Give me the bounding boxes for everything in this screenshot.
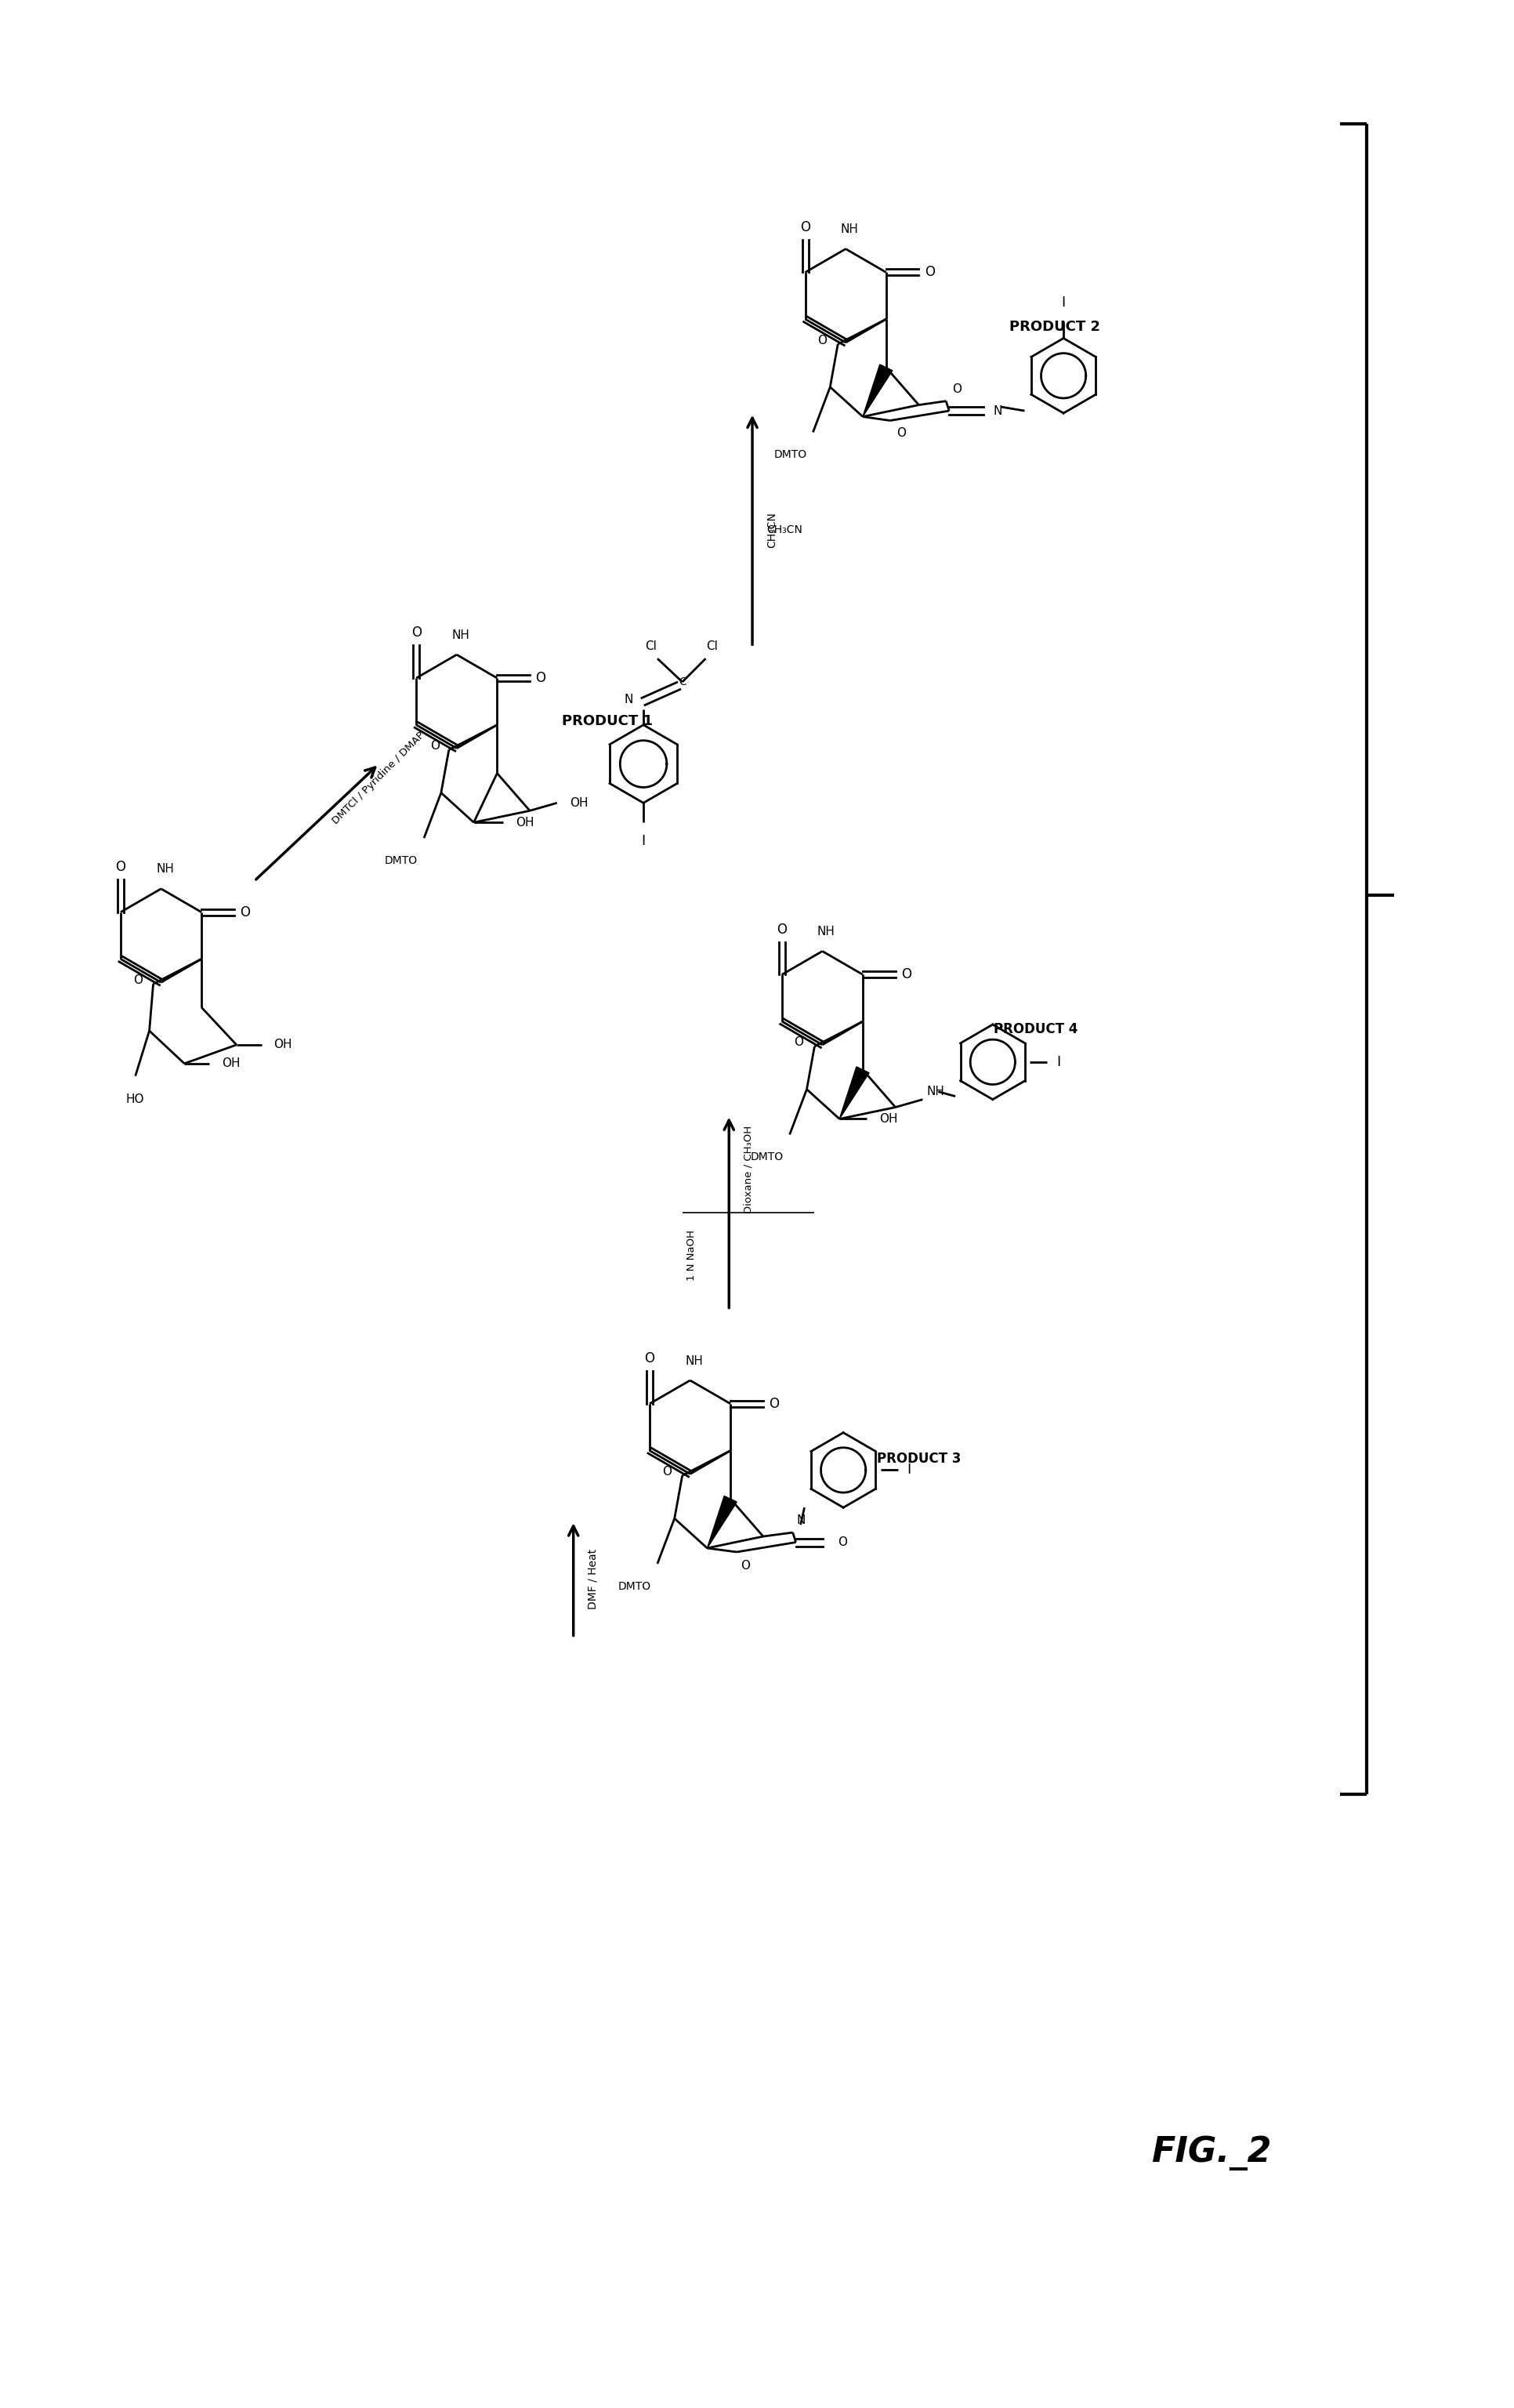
Text: O: O — [115, 860, 126, 874]
Text: DMF / Heat: DMF / Heat — [587, 1548, 598, 1609]
Text: O: O — [536, 672, 545, 686]
Text: O: O — [740, 1560, 749, 1572]
Text: DMTO: DMTO — [751, 1151, 783, 1163]
Text: O: O — [239, 905, 250, 920]
Text: O: O — [925, 265, 934, 279]
Text: OH: OH — [569, 797, 587, 809]
Text: I: I — [1057, 1055, 1061, 1069]
Text: O: O — [801, 219, 810, 234]
Text: C: C — [678, 677, 686, 686]
Text: NH: NH — [840, 224, 858, 236]
Text: Cl: Cl — [706, 641, 718, 653]
Text: DMTO: DMTO — [774, 450, 807, 460]
Text: O: O — [837, 1536, 848, 1548]
Text: N: N — [796, 1515, 805, 1527]
Text: OH: OH — [221, 1057, 241, 1069]
Text: O: O — [645, 1351, 654, 1365]
Text: HO: HO — [126, 1093, 144, 1105]
Text: O: O — [901, 968, 911, 982]
Text: NH: NH — [684, 1356, 702, 1368]
Text: DMTO: DMTO — [385, 855, 418, 867]
Text: CH₃CN: CH₃CN — [766, 513, 777, 547]
Text: NH: NH — [818, 925, 836, 937]
Text: I: I — [907, 1464, 911, 1476]
Text: FIG._2: FIG._2 — [1151, 2136, 1272, 2170]
Text: NH: NH — [156, 864, 174, 874]
Text: OH: OH — [516, 816, 534, 828]
Text: PRODUCT 3: PRODUCT 3 — [877, 1452, 961, 1466]
Text: O: O — [412, 626, 421, 641]
Polygon shape — [707, 1495, 737, 1548]
Text: Dioxane / CH₃OH: Dioxane / CH₃OH — [743, 1125, 752, 1214]
Text: PRODUCT 4: PRODUCT 4 — [993, 1021, 1078, 1035]
Text: O: O — [777, 922, 787, 937]
Text: OH: OH — [274, 1038, 292, 1050]
Text: O: O — [795, 1035, 804, 1047]
Text: O: O — [896, 426, 905, 438]
Polygon shape — [863, 364, 892, 417]
Polygon shape — [839, 1067, 869, 1120]
Text: O: O — [818, 335, 827, 347]
Text: NH: NH — [451, 628, 469, 641]
Text: OH: OH — [880, 1112, 898, 1125]
Text: I: I — [642, 833, 645, 848]
Text: O: O — [430, 739, 439, 751]
Text: O: O — [952, 383, 961, 395]
Text: NH: NH — [927, 1086, 945, 1098]
Text: Cl: Cl — [645, 641, 657, 653]
Text: N: N — [624, 694, 633, 706]
Text: O: O — [769, 1397, 780, 1411]
Text: 1 N NaOH: 1 N NaOH — [686, 1230, 696, 1281]
Text: DMTCl / Pyridine / DMAP: DMTCl / Pyridine / DMAP — [330, 730, 427, 826]
Text: N: N — [993, 405, 1002, 417]
Text: I: I — [1061, 296, 1066, 308]
Text: PRODUCT 1: PRODUCT 1 — [562, 713, 653, 727]
Text: O: O — [133, 975, 142, 985]
Text: CH₃CN: CH₃CN — [766, 525, 802, 535]
Text: PRODUCT 2: PRODUCT 2 — [1008, 320, 1101, 335]
Text: DMTO: DMTO — [618, 1582, 651, 1592]
Text: O: O — [662, 1466, 671, 1479]
